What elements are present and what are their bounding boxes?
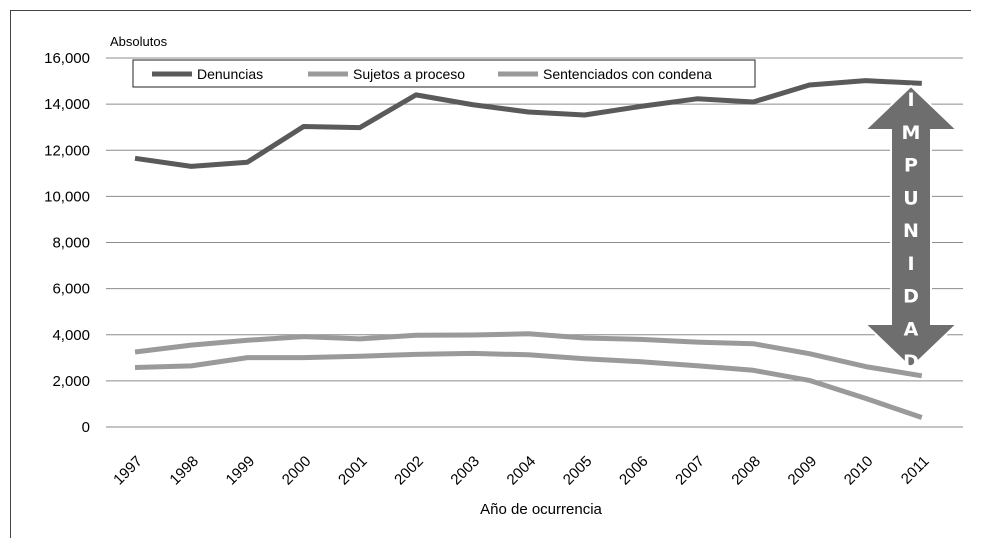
arrow-letter: I [907,253,914,275]
legend: Denuncias Sujetos a proceso Sentenciados c… [132,59,756,88]
legend-label: Denuncias [197,66,263,82]
x-tick-label: 2006 [616,453,652,489]
chart-frame [10,10,971,538]
arrow-letter: M [902,122,921,144]
legend-label: Sentenciados con condena [543,66,712,82]
y-tick-label: 0 [82,419,90,436]
arrow-letter: N [903,220,919,242]
arrow-letter: A [904,318,919,340]
x-tick-label: 2004 [504,453,540,489]
y-tick-label: 4,000 [52,327,90,344]
x-tick-label: 2007 [672,453,708,489]
y-tick-label: 16,000 [44,50,90,67]
x-axis-ticks: 1997 1998 1999 2000 2001 2002 2003 2004 2005 2006… [110,453,932,489]
double-arrow-shape [862,84,960,370]
x-tick-label: 2000 [279,453,315,489]
x-tick-label: 2003 [447,453,483,489]
y-tick-label: 6,000 [52,281,90,298]
x-tick-label: 1999 [223,453,259,489]
y-tick-label: 10,000 [44,188,90,205]
x-tick-label: 2011 [898,453,933,488]
arrow-letter: I [907,89,914,111]
y-tick-label: 12,000 [44,142,90,159]
y-axis-ticks: 0 2,000 4,000 6,000 8,000 10,000 12,000 14,000 1… [44,50,90,436]
arrow-letter: P [904,155,918,177]
x-tick-label: 2005 [560,453,596,489]
unit-label: Absolutos [110,34,168,49]
x-tick-label: 2002 [391,453,427,489]
y-tick-label: 8,000 [52,235,90,252]
arrow-letter: U [903,187,918,209]
legend-box [132,59,756,88]
x-tick-label: 2001 [335,453,371,489]
series-line-denuncias [134,78,922,169]
y-tick-label: 14,000 [44,96,90,113]
arrow-letter: D [903,351,919,373]
x-tick-label: 1997 [110,453,146,489]
y-tick-label: 2,000 [52,373,90,390]
x-tick-label: 1998 [166,453,202,489]
x-tick-label: 2008 [728,453,764,489]
x-tick-label: 2010 [841,453,877,489]
arrow-letter: D [903,286,919,308]
series-lines [134,78,923,420]
series-line-sentenciados-con-condena [134,350,923,420]
series-line-sujetos-a-proceso [134,331,923,379]
legend-label: Sujetos a proceso [353,66,465,82]
x-tick-label: 2009 [785,453,821,489]
x-axis-title: Año de ocurrencia [480,501,602,518]
